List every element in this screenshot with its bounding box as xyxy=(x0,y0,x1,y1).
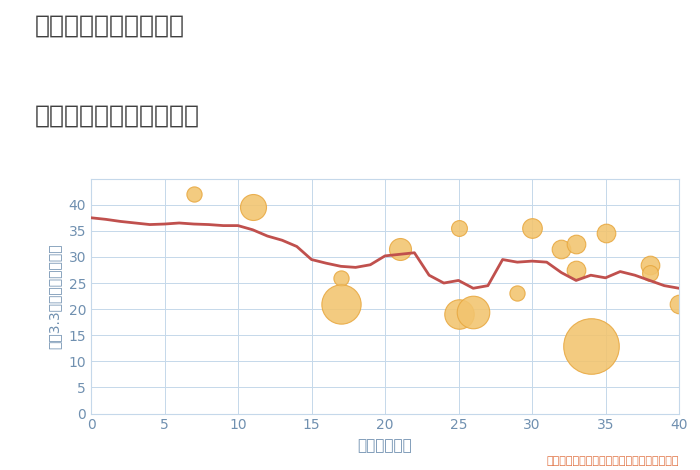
Point xyxy=(335,300,346,308)
Point xyxy=(247,204,258,211)
Text: 築年数別中古戸建て価格: 築年数別中古戸建て価格 xyxy=(35,103,200,127)
Point xyxy=(673,300,685,308)
Point xyxy=(453,225,464,232)
X-axis label: 築年数（年）: 築年数（年） xyxy=(358,438,412,453)
Point xyxy=(570,266,582,274)
Point xyxy=(600,230,611,237)
Point xyxy=(335,274,346,282)
Point xyxy=(394,245,405,253)
Point xyxy=(512,290,523,297)
Y-axis label: 坪（3.3㎡）単価（万円）: 坪（3.3㎡）単価（万円） xyxy=(48,243,62,349)
Point xyxy=(644,261,655,268)
Point xyxy=(570,240,582,248)
Point xyxy=(644,269,655,276)
Point xyxy=(188,190,199,198)
Text: 兵庫県姫路市白鳥台の: 兵庫県姫路市白鳥台の xyxy=(35,14,185,38)
Point xyxy=(526,225,538,232)
Point xyxy=(556,245,567,253)
Point xyxy=(453,311,464,318)
Point xyxy=(585,342,596,350)
Text: 円の大きさは、取引のあった物件面積を示す: 円の大きさは、取引のあった物件面積を示す xyxy=(547,456,679,466)
Point xyxy=(468,308,479,315)
